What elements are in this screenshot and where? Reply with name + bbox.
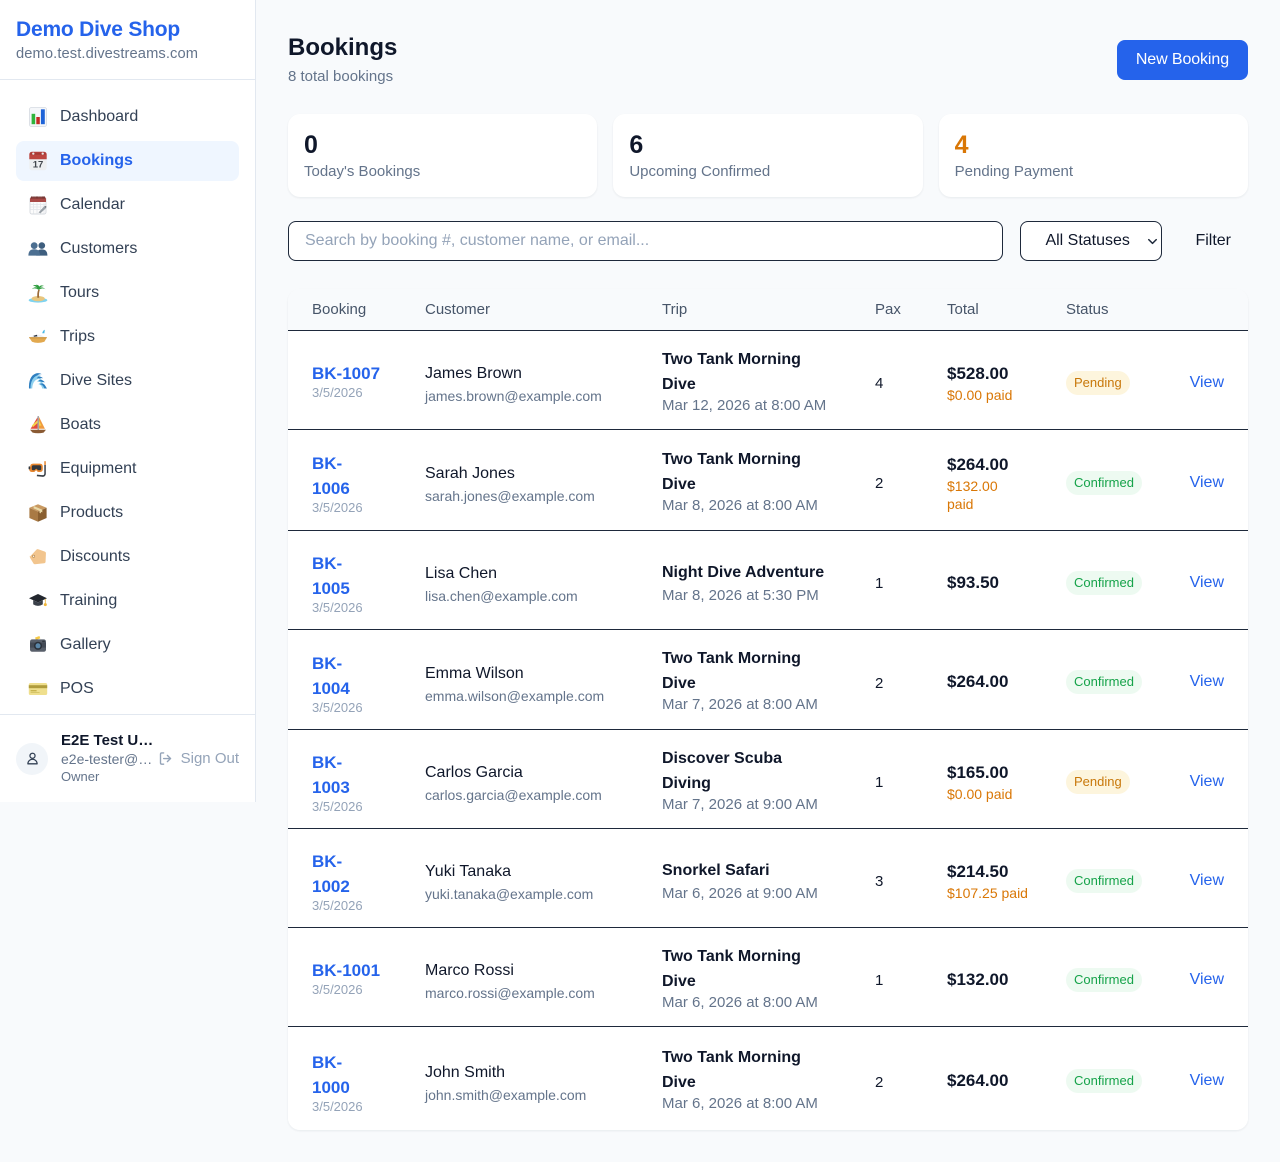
svg-text:17: 17 <box>33 159 44 170</box>
